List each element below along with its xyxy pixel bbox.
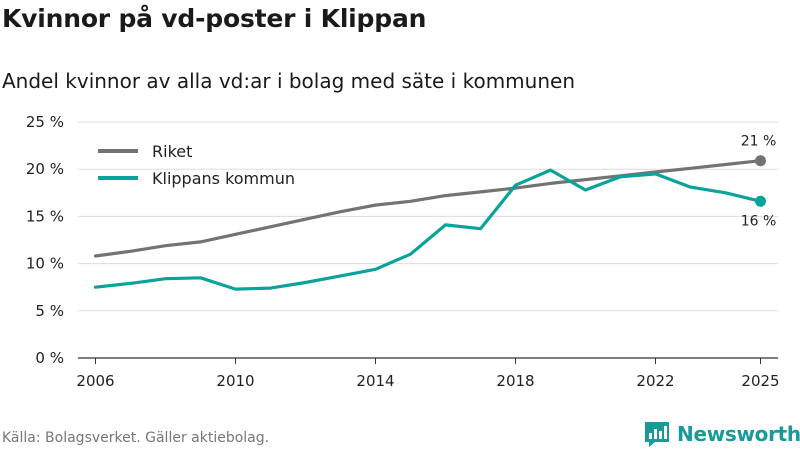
series-line-klippan	[93, 168, 763, 291]
x-axis-ticks: 2006 2010 2014 2018 2022 2025	[76, 358, 780, 390]
legend-label: Riket	[152, 142, 192, 161]
chart-subtitle: Andel kvinnor av alla vd:ar i bolag med …	[2, 69, 575, 93]
newsworthy-logo-icon	[645, 422, 669, 447]
y-tick-label: 15 %	[26, 207, 64, 225]
x-tick-label: 2025	[741, 372, 779, 390]
x-tick-label: 2006	[76, 372, 114, 390]
legend-label: Klippans kommun	[152, 169, 295, 188]
y-tick-label: 10 %	[26, 255, 64, 273]
end-point-marker	[755, 155, 766, 167]
x-tick-label: 2014	[356, 372, 394, 390]
grid-lines	[78, 121, 778, 359]
y-tick-label: 0 %	[35, 349, 64, 367]
y-tick-label: 20 %	[26, 160, 64, 178]
y-tick-label: 25 %	[26, 113, 64, 131]
y-axis-ticks: 0 % 5 % 10 % 15 % 20 % 25 %	[26, 113, 64, 367]
end-value-label: 21 %	[741, 134, 777, 150]
brand-logo: Newsworthy	[643, 420, 800, 448]
source-note: Källa: Bolagsverket. Gäller aktiebolag.	[2, 430, 270, 446]
end-labels: 21 % 16 %	[741, 134, 777, 230]
end-point-marker	[755, 195, 766, 207]
series-line-riket	[93, 159, 763, 258]
x-tick-label: 2022	[636, 372, 674, 390]
y-tick-label: 5 %	[35, 302, 64, 320]
end-value-label: 16 %	[741, 213, 777, 229]
brand-name: Newsworthy	[677, 422, 800, 446]
legend: Riket Klippans kommun	[98, 142, 295, 188]
x-tick-label: 2010	[216, 372, 254, 390]
series-lines	[93, 155, 766, 291]
chart-title: Kvinnor på vd-poster i Klippan	[2, 4, 427, 33]
x-tick-label: 2018	[496, 372, 534, 390]
